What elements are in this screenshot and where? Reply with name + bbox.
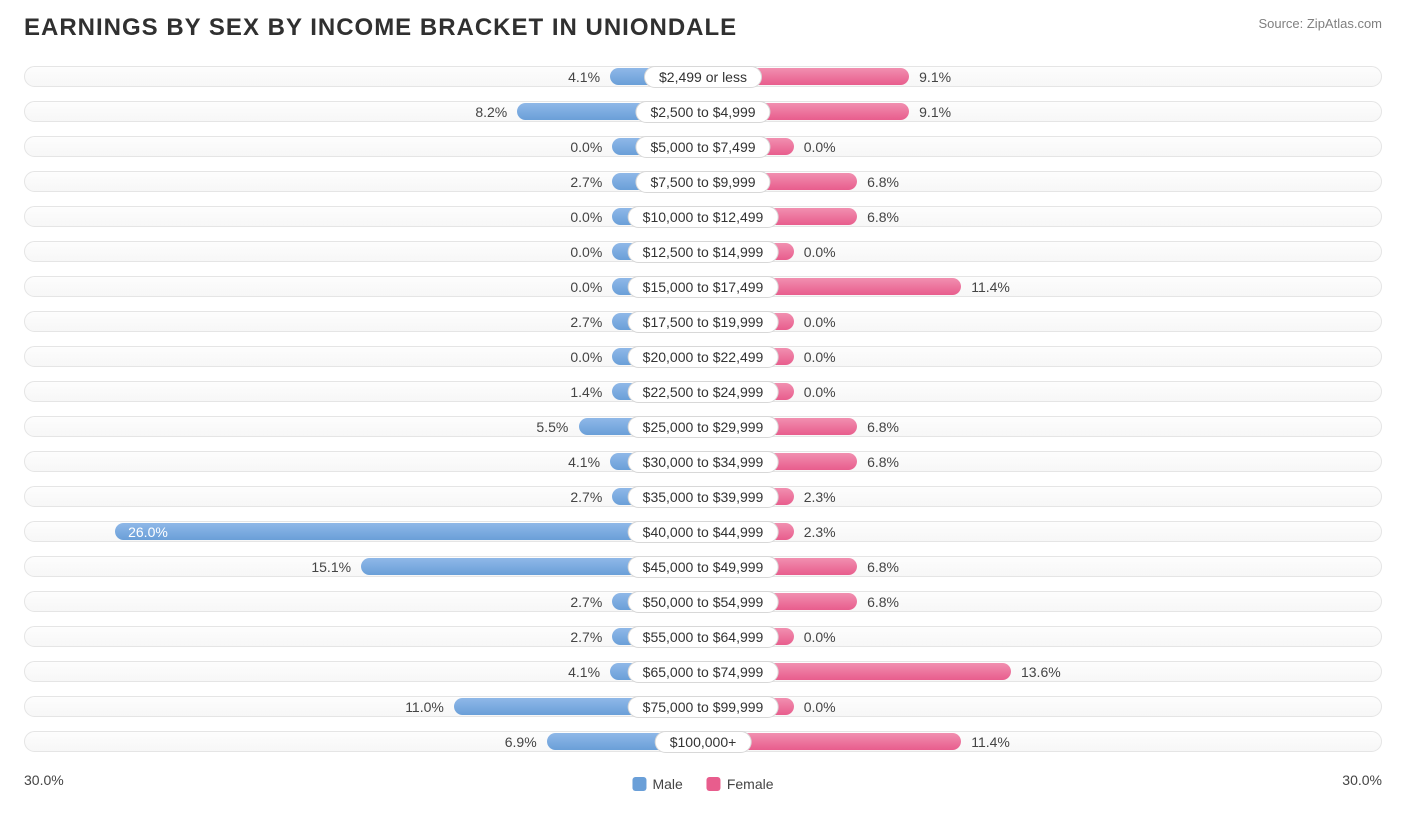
bracket-row: 8.2% 9.1% $2,500 to $4,999: [24, 95, 1382, 128]
bracket-label: $55,000 to $64,999: [628, 626, 779, 648]
bracket-row: 0.0% 0.0% $5,000 to $7,499: [24, 130, 1382, 163]
female-pct: 0.0%: [804, 384, 836, 400]
bracket-label: $45,000 to $49,999: [628, 556, 779, 578]
male-pct: 5.5%: [536, 419, 568, 435]
female-pct: 0.0%: [804, 244, 836, 260]
male-pct: 4.1%: [568, 454, 600, 470]
legend-female: Female: [707, 776, 774, 792]
bracket-row: 5.5% 6.8% $25,000 to $29,999: [24, 410, 1382, 443]
female-pct: 0.0%: [804, 699, 836, 715]
female-pct: 2.3%: [804, 489, 836, 505]
bracket-label: $5,000 to $7,499: [635, 136, 770, 158]
male-pct: 4.1%: [568, 69, 600, 85]
bracket-row: 2.7% 0.0% $17,500 to $19,999: [24, 305, 1382, 338]
male-pct: 2.7%: [570, 489, 602, 505]
bracket-label: $22,500 to $24,999: [628, 381, 779, 403]
female-pct: 13.6%: [1021, 664, 1061, 680]
bracket-label: $75,000 to $99,999: [628, 696, 779, 718]
bracket-label: $65,000 to $74,999: [628, 661, 779, 683]
male-pct: 8.2%: [475, 104, 507, 120]
axis-right-max: 30.0%: [1342, 772, 1382, 788]
female-pct: 0.0%: [804, 629, 836, 645]
male-pct: 1.4%: [570, 384, 602, 400]
male-pct: 0.0%: [570, 244, 602, 260]
diverging-bar-chart: 4.1% 9.1% $2,499 or less 8.2% 9.1% $2,500 to …: [24, 60, 1382, 760]
bracket-label: $35,000 to $39,999: [628, 486, 779, 508]
bracket-label: $2,500 to $4,999: [635, 101, 770, 123]
male-pct: 26.0%: [128, 524, 168, 540]
female-pct: 6.8%: [867, 209, 899, 225]
bracket-label: $25,000 to $29,999: [628, 416, 779, 438]
male-pct: 15.1%: [311, 559, 351, 575]
female-pct: 6.8%: [867, 559, 899, 575]
bracket-row: 4.1% 9.1% $2,499 or less: [24, 60, 1382, 93]
bracket-row: 2.7% 6.8% $50,000 to $54,999: [24, 585, 1382, 618]
male-pct: 0.0%: [570, 209, 602, 225]
bracket-label: $12,500 to $14,999: [628, 241, 779, 263]
bracket-row: 2.7% 0.0% $55,000 to $64,999: [24, 620, 1382, 653]
female-swatch: [707, 777, 721, 791]
bracket-label: $17,500 to $19,999: [628, 311, 779, 333]
bracket-row: 0.0% 6.8% $10,000 to $12,499: [24, 200, 1382, 233]
female-pct: 9.1%: [919, 104, 951, 120]
male-pct: 2.7%: [570, 629, 602, 645]
bracket-label: $20,000 to $22,499: [628, 346, 779, 368]
bracket-row: 11.0% 0.0% $75,000 to $99,999: [24, 690, 1382, 723]
bracket-row: 0.0% 11.4% $15,000 to $17,499: [24, 270, 1382, 303]
female-pct: 0.0%: [804, 349, 836, 365]
male-pct: 4.1%: [568, 664, 600, 680]
male-pct: 2.7%: [570, 314, 602, 330]
bracket-row: 26.0% 2.3% $40,000 to $44,999: [24, 515, 1382, 548]
bracket-label: $50,000 to $54,999: [628, 591, 779, 613]
male-pct: 11.0%: [405, 699, 444, 715]
female-pct: 9.1%: [919, 69, 951, 85]
legend: Male Female: [632, 776, 773, 792]
male-pct: 2.7%: [570, 174, 602, 190]
bracket-row: 1.4% 0.0% $22,500 to $24,999: [24, 375, 1382, 408]
chart-title: EARNINGS BY SEX BY INCOME BRACKET IN UNI…: [24, 14, 737, 42]
female-pct: 6.8%: [867, 419, 899, 435]
bracket-label: $30,000 to $34,999: [628, 451, 779, 473]
bracket-label: $10,000 to $12,499: [628, 206, 779, 228]
legend-male: Male: [632, 776, 682, 792]
bracket-label: $40,000 to $44,999: [628, 521, 779, 543]
female-pct: 11.4%: [971, 734, 1010, 750]
bracket-row: 15.1% 6.8% $45,000 to $49,999: [24, 550, 1382, 583]
bracket-label: $15,000 to $17,499: [628, 276, 779, 298]
female-pct: 2.3%: [804, 524, 836, 540]
female-pct: 6.8%: [867, 174, 899, 190]
legend-male-label: Male: [652, 776, 682, 792]
male-pct: 0.0%: [570, 139, 602, 155]
bracket-row: 0.0% 0.0% $20,000 to $22,499: [24, 340, 1382, 373]
bracket-row: 4.1% 13.6% $65,000 to $74,999: [24, 655, 1382, 688]
female-pct: 6.8%: [867, 454, 899, 470]
bracket-row: 4.1% 6.8% $30,000 to $34,999: [24, 445, 1382, 478]
source-attribution: Source: ZipAtlas.com: [1258, 16, 1382, 31]
male-pct: 0.0%: [570, 349, 602, 365]
male-pct: 2.7%: [570, 594, 602, 610]
legend-female-label: Female: [727, 776, 774, 792]
female-pct: 0.0%: [804, 139, 836, 155]
bracket-label: $2,499 or less: [644, 66, 762, 88]
bracket-row: 2.7% 2.3% $35,000 to $39,999: [24, 480, 1382, 513]
male-pct: 6.9%: [505, 734, 537, 750]
female-pct: 11.4%: [971, 279, 1010, 295]
male-bar: [115, 523, 703, 540]
bracket-row: 6.9% 11.4% $100,000+: [24, 725, 1382, 758]
male-pct: 0.0%: [570, 279, 602, 295]
male-swatch: [632, 777, 646, 791]
female-pct: 0.0%: [804, 314, 836, 330]
female-pct: 6.8%: [867, 594, 899, 610]
bracket-label: $100,000+: [655, 731, 752, 753]
bracket-label: $7,500 to $9,999: [635, 171, 770, 193]
axis-left-max: 30.0%: [24, 772, 64, 788]
bracket-row: 2.7% 6.8% $7,500 to $9,999: [24, 165, 1382, 198]
bracket-row: 0.0% 0.0% $12,500 to $14,999: [24, 235, 1382, 268]
